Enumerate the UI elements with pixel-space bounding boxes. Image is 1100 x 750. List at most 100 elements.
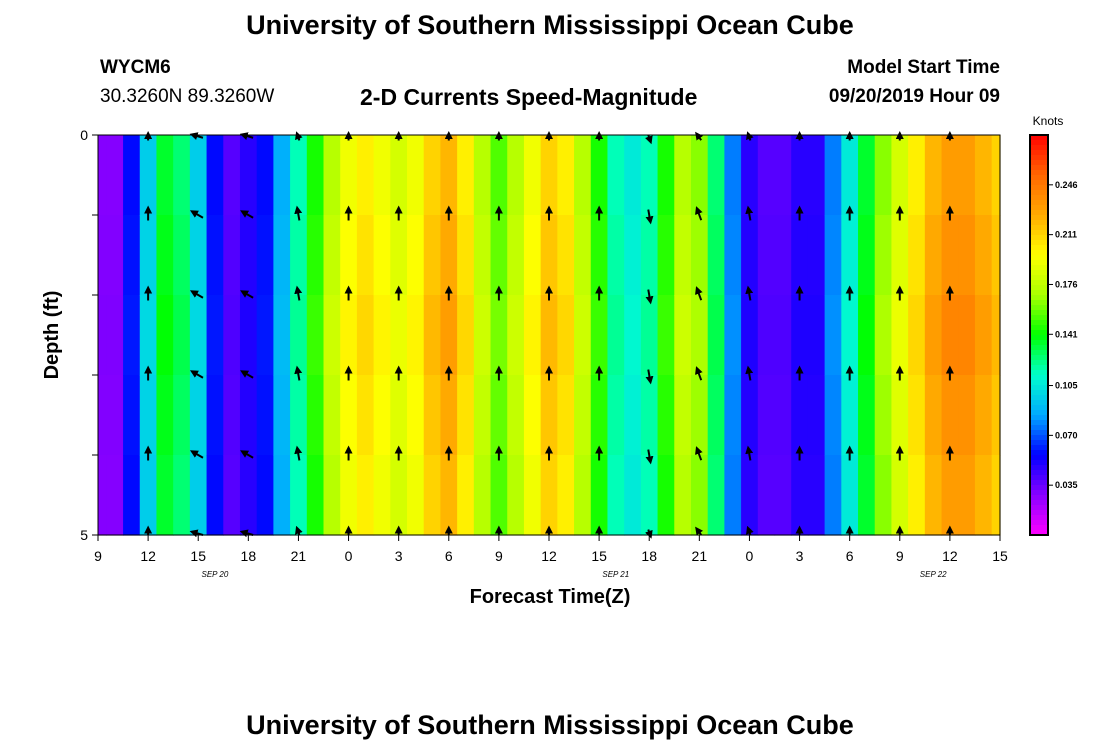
x-tick-label: 3	[395, 548, 403, 564]
colorbar-segment	[1030, 275, 1048, 281]
colorbar-segment	[1030, 440, 1048, 446]
heatmap-cell	[457, 135, 475, 216]
heatmap-cell	[607, 455, 625, 536]
colorbar-segment	[1030, 325, 1048, 331]
heatmap-cell	[791, 375, 809, 456]
heatmap-cell	[290, 375, 308, 456]
heatmap-cell	[156, 135, 174, 216]
heatmap-cell	[173, 375, 191, 456]
heatmap-cell	[507, 455, 525, 536]
heatmap-cell	[423, 135, 442, 216]
heatmap-cell	[640, 135, 659, 216]
colorbar-segment	[1030, 445, 1048, 451]
heatmap-cell	[540, 295, 558, 376]
heatmap-cell	[98, 215, 107, 296]
heatmap-cell	[507, 295, 525, 376]
x-axis: 9 12 15 18 21 0 3 6 9 12 15 18 21 0 3 6 9 12 15 SEP 20 SEP 2…	[94, 535, 1008, 579]
current-arrow	[745, 365, 754, 381]
x-date-label: SEP 21	[602, 570, 629, 579]
heatmap-cell	[924, 375, 943, 456]
heatmap-cell	[523, 295, 542, 376]
heatmap-cell	[974, 135, 993, 216]
colorbar-frame	[1029, 134, 1049, 536]
heatmap-cell	[590, 375, 609, 456]
heatmap-cell	[473, 455, 492, 536]
heatmap-cell	[574, 375, 592, 456]
heatmap-cell	[841, 455, 859, 536]
colorbar-segment	[1030, 305, 1048, 311]
colorbar-segment	[1030, 245, 1048, 251]
heatmap-cell	[690, 135, 709, 216]
heatmap-cell	[323, 295, 341, 376]
heatmap-cell	[290, 215, 308, 296]
heatmap-cell	[557, 135, 575, 216]
colorbar-segment	[1030, 490, 1048, 496]
colorbar-segment	[1030, 345, 1048, 351]
colorbar-segment	[1030, 335, 1048, 341]
colorbar-segment	[1030, 365, 1048, 371]
heatmap-cell	[574, 135, 592, 216]
heatmap-cell	[173, 135, 191, 216]
colorbar-segment	[1030, 240, 1048, 246]
heatmap-cell	[807, 215, 826, 296]
heatmap-cell	[356, 455, 375, 536]
heatmap-cell	[741, 375, 759, 456]
heatmap-cell	[607, 375, 625, 456]
heatmap-cell	[841, 215, 859, 296]
heatmap-cell	[607, 215, 625, 296]
heatmap-cell	[874, 375, 893, 456]
heatmap-cell	[507, 215, 525, 296]
heatmap-cell	[473, 215, 492, 296]
colorbar-segment	[1030, 265, 1048, 271]
x-tick-label: 21	[291, 548, 307, 564]
colorbar-segment	[1030, 285, 1048, 291]
heatmap-cell	[390, 375, 408, 456]
current-arrow	[295, 131, 303, 141]
heatmap-cell	[423, 375, 442, 456]
heatmap-cell	[123, 455, 141, 536]
heatmap-cell	[590, 215, 609, 296]
heatmap-cell	[323, 215, 341, 296]
heatmap-cell	[690, 375, 709, 456]
heatmap-cell	[206, 215, 224, 296]
colorbar-segment	[1030, 185, 1048, 191]
colorbar-segment	[1030, 425, 1048, 431]
heatmap-cell	[123, 295, 141, 376]
current-arrow	[645, 449, 654, 465]
heatmap-cell	[707, 455, 725, 536]
heatmap-cell	[807, 295, 826, 376]
heatmap-cell	[674, 375, 692, 456]
current-arrow	[645, 529, 653, 539]
current-arrow	[294, 365, 303, 381]
x-tick-label: 9	[94, 548, 102, 564]
heatmap-cell	[139, 215, 158, 296]
heatmap-cell	[707, 295, 725, 376]
heatmap-cell	[858, 455, 876, 536]
colorbar-segment	[1030, 480, 1048, 486]
heatmap-cell	[239, 215, 258, 296]
heatmap-cell	[707, 215, 725, 296]
colorbar-tick-label: 0.105	[1055, 381, 1078, 391]
colorbar-segment	[1030, 395, 1048, 401]
heatmap-cell	[123, 215, 141, 296]
heatmap-cell	[690, 455, 709, 536]
heatmap-cell	[991, 375, 1001, 456]
colorbar-segment	[1030, 495, 1048, 501]
heatmap-cell	[323, 135, 341, 216]
heatmap-cell	[139, 135, 158, 216]
heatmap-cell	[757, 295, 776, 376]
heatmap-cell	[707, 375, 725, 456]
heatmap-cell	[958, 135, 976, 216]
heatmap-cell	[256, 375, 274, 456]
colorbar-segment	[1030, 510, 1048, 516]
heatmap-cell	[123, 375, 141, 456]
heatmap-cell	[807, 455, 826, 536]
colorbar-tick-label: 0.070	[1055, 430, 1078, 440]
heatmap-cell	[173, 295, 191, 376]
current-arrow	[695, 206, 703, 221]
heatmap-cell	[557, 455, 575, 536]
colorbar-segment	[1030, 205, 1048, 211]
current-arrow	[240, 210, 254, 219]
colorbar-segment	[1030, 380, 1048, 386]
heatmap-cell	[156, 215, 174, 296]
